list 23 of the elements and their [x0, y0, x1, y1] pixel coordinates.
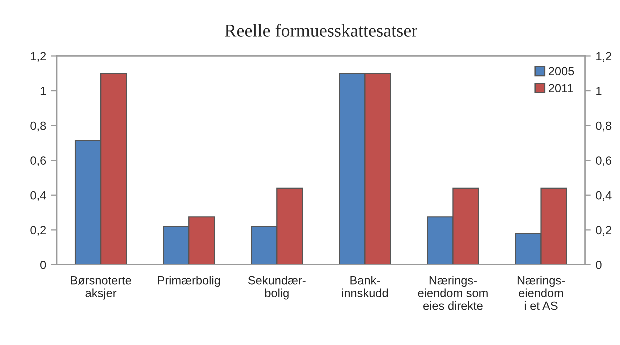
- y-tick-label: 1,2: [31, 52, 46, 62]
- legend-label: 2011: [548, 84, 574, 93]
- y2-tick-label: 1: [596, 87, 602, 96]
- x-tick-label: Nærings- eiendom som eies direkte: [418, 276, 488, 310]
- x-tick-label: Sekundær- bolig: [248, 276, 306, 300]
- y2-tick-label: 1,2: [596, 52, 612, 62]
- y2-tick-label: 0,2: [596, 226, 612, 236]
- x-tick-label: Primærbolig: [158, 276, 220, 288]
- x-tick-label: Nærings- eiendom i et AS: [518, 276, 566, 310]
- y2-tick-label: 0: [596, 260, 602, 270]
- y-tick-label: 0,2: [30, 226, 46, 236]
- legend-label: 2005: [548, 67, 574, 76]
- y-tick-label: 0,8: [30, 122, 46, 132]
- chart-title: Reelle formuesskattesatser: [225, 24, 418, 37]
- y2-tick-label: 0,4: [596, 191, 612, 202]
- y-tick-label: 0,6: [30, 156, 46, 166]
- y-tick-label: 0,4: [30, 191, 46, 202]
- x-tick-label: Bank- innskudd: [342, 276, 388, 298]
- y-tick-label: 0: [40, 260, 46, 270]
- x-tick-label: Børsnoterte aksjer: [71, 276, 132, 300]
- y2-tick-label: 0,8: [596, 122, 612, 132]
- y-tick-label: 1: [40, 87, 46, 96]
- y2-tick-label: 0,6: [596, 156, 612, 166]
